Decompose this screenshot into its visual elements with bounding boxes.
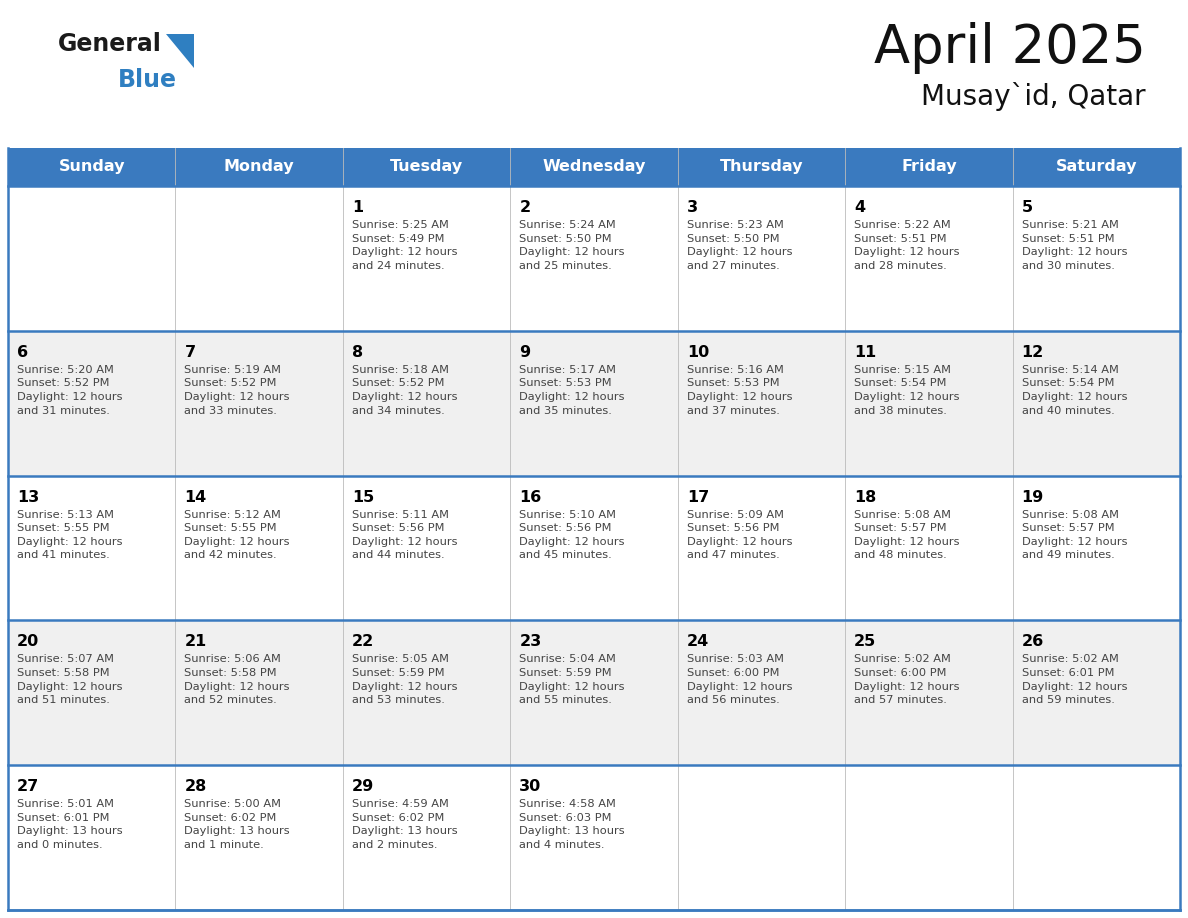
Text: General: General — [58, 32, 162, 56]
Bar — [8, 766, 1180, 910]
Text: Sunrise: 5:00 AM
Sunset: 6:02 PM
Daylight: 13 hours
and 1 minute.: Sunrise: 5:00 AM Sunset: 6:02 PM Dayligh… — [184, 800, 290, 850]
Text: Sunrise: 5:02 AM
Sunset: 6:01 PM
Daylight: 12 hours
and 59 minutes.: Sunrise: 5:02 AM Sunset: 6:01 PM Dayligh… — [1022, 655, 1127, 705]
Text: 2: 2 — [519, 200, 530, 215]
Text: 29: 29 — [352, 779, 374, 794]
Text: 22: 22 — [352, 634, 374, 649]
Text: Sunrise: 5:14 AM
Sunset: 5:54 PM
Daylight: 12 hours
and 40 minutes.: Sunrise: 5:14 AM Sunset: 5:54 PM Dayligh… — [1022, 364, 1127, 416]
Text: 12: 12 — [1022, 345, 1044, 360]
Text: Musay`id, Qatar: Musay`id, Qatar — [922, 82, 1146, 111]
Text: 1: 1 — [352, 200, 364, 215]
Text: Sunrise: 5:08 AM
Sunset: 5:57 PM
Daylight: 12 hours
and 48 minutes.: Sunrise: 5:08 AM Sunset: 5:57 PM Dayligh… — [854, 509, 960, 560]
Text: Sunrise: 5:01 AM
Sunset: 6:01 PM
Daylight: 13 hours
and 0 minutes.: Sunrise: 5:01 AM Sunset: 6:01 PM Dayligh… — [17, 800, 122, 850]
Text: 10: 10 — [687, 345, 709, 360]
Text: 24: 24 — [687, 634, 709, 649]
Text: Sunrise: 5:22 AM
Sunset: 5:51 PM
Daylight: 12 hours
and 28 minutes.: Sunrise: 5:22 AM Sunset: 5:51 PM Dayligh… — [854, 220, 960, 271]
Bar — [8, 621, 1180, 766]
Text: 23: 23 — [519, 634, 542, 649]
Text: Sunrise: 5:24 AM
Sunset: 5:50 PM
Daylight: 12 hours
and 25 minutes.: Sunrise: 5:24 AM Sunset: 5:50 PM Dayligh… — [519, 220, 625, 271]
Text: 7: 7 — [184, 345, 196, 360]
Text: Sunrise: 5:06 AM
Sunset: 5:58 PM
Daylight: 12 hours
and 52 minutes.: Sunrise: 5:06 AM Sunset: 5:58 PM Dayligh… — [184, 655, 290, 705]
Bar — [8, 330, 1180, 476]
Text: 21: 21 — [184, 634, 207, 649]
Text: 4: 4 — [854, 200, 865, 215]
Text: 11: 11 — [854, 345, 877, 360]
Bar — [8, 186, 1180, 330]
Polygon shape — [166, 34, 194, 68]
Text: Sunrise: 5:03 AM
Sunset: 6:00 PM
Daylight: 12 hours
and 56 minutes.: Sunrise: 5:03 AM Sunset: 6:00 PM Dayligh… — [687, 655, 792, 705]
Text: 6: 6 — [17, 345, 29, 360]
Text: Sunrise: 5:21 AM
Sunset: 5:51 PM
Daylight: 12 hours
and 30 minutes.: Sunrise: 5:21 AM Sunset: 5:51 PM Dayligh… — [1022, 220, 1127, 271]
Text: 16: 16 — [519, 489, 542, 505]
Text: 15: 15 — [352, 489, 374, 505]
Text: Sunrise: 5:07 AM
Sunset: 5:58 PM
Daylight: 12 hours
and 51 minutes.: Sunrise: 5:07 AM Sunset: 5:58 PM Dayligh… — [17, 655, 122, 705]
Text: 14: 14 — [184, 489, 207, 505]
Text: Sunrise: 5:10 AM
Sunset: 5:56 PM
Daylight: 12 hours
and 45 minutes.: Sunrise: 5:10 AM Sunset: 5:56 PM Dayligh… — [519, 509, 625, 560]
Text: Saturday: Saturday — [1055, 160, 1137, 174]
Text: 3: 3 — [687, 200, 697, 215]
Bar — [8, 148, 1180, 186]
Text: Sunrise: 5:13 AM
Sunset: 5:55 PM
Daylight: 12 hours
and 41 minutes.: Sunrise: 5:13 AM Sunset: 5:55 PM Dayligh… — [17, 509, 122, 560]
Text: 20: 20 — [17, 634, 39, 649]
Text: 27: 27 — [17, 779, 39, 794]
Text: 28: 28 — [184, 779, 207, 794]
Text: 9: 9 — [519, 345, 530, 360]
Text: Sunrise: 5:25 AM
Sunset: 5:49 PM
Daylight: 12 hours
and 24 minutes.: Sunrise: 5:25 AM Sunset: 5:49 PM Dayligh… — [352, 220, 457, 271]
Text: Sunrise: 5:08 AM
Sunset: 5:57 PM
Daylight: 12 hours
and 49 minutes.: Sunrise: 5:08 AM Sunset: 5:57 PM Dayligh… — [1022, 509, 1127, 560]
Text: Tuesday: Tuesday — [390, 160, 463, 174]
Text: 5: 5 — [1022, 200, 1032, 215]
Text: Sunrise: 4:59 AM
Sunset: 6:02 PM
Daylight: 13 hours
and 2 minutes.: Sunrise: 4:59 AM Sunset: 6:02 PM Dayligh… — [352, 800, 457, 850]
Text: 8: 8 — [352, 345, 364, 360]
Text: Sunrise: 5:18 AM
Sunset: 5:52 PM
Daylight: 12 hours
and 34 minutes.: Sunrise: 5:18 AM Sunset: 5:52 PM Dayligh… — [352, 364, 457, 416]
Text: Wednesday: Wednesday — [542, 160, 646, 174]
Text: Sunrise: 5:04 AM
Sunset: 5:59 PM
Daylight: 12 hours
and 55 minutes.: Sunrise: 5:04 AM Sunset: 5:59 PM Dayligh… — [519, 655, 625, 705]
Text: 30: 30 — [519, 779, 542, 794]
Text: 26: 26 — [1022, 634, 1044, 649]
Text: Sunday: Sunday — [58, 160, 125, 174]
Text: April 2025: April 2025 — [874, 22, 1146, 74]
Text: Sunrise: 5:11 AM
Sunset: 5:56 PM
Daylight: 12 hours
and 44 minutes.: Sunrise: 5:11 AM Sunset: 5:56 PM Dayligh… — [352, 509, 457, 560]
Text: Sunrise: 5:17 AM
Sunset: 5:53 PM
Daylight: 12 hours
and 35 minutes.: Sunrise: 5:17 AM Sunset: 5:53 PM Dayligh… — [519, 364, 625, 416]
Text: Sunrise: 5:16 AM
Sunset: 5:53 PM
Daylight: 12 hours
and 37 minutes.: Sunrise: 5:16 AM Sunset: 5:53 PM Dayligh… — [687, 364, 792, 416]
Text: Sunrise: 5:02 AM
Sunset: 6:00 PM
Daylight: 12 hours
and 57 minutes.: Sunrise: 5:02 AM Sunset: 6:00 PM Dayligh… — [854, 655, 960, 705]
Text: Sunrise: 5:20 AM
Sunset: 5:52 PM
Daylight: 12 hours
and 31 minutes.: Sunrise: 5:20 AM Sunset: 5:52 PM Dayligh… — [17, 364, 122, 416]
Text: Sunrise: 5:23 AM
Sunset: 5:50 PM
Daylight: 12 hours
and 27 minutes.: Sunrise: 5:23 AM Sunset: 5:50 PM Dayligh… — [687, 220, 792, 271]
Text: 19: 19 — [1022, 489, 1044, 505]
Text: Sunrise: 5:19 AM
Sunset: 5:52 PM
Daylight: 12 hours
and 33 minutes.: Sunrise: 5:19 AM Sunset: 5:52 PM Dayligh… — [184, 364, 290, 416]
Text: Blue: Blue — [118, 68, 177, 92]
Text: 17: 17 — [687, 489, 709, 505]
Text: 13: 13 — [17, 489, 39, 505]
Text: 25: 25 — [854, 634, 877, 649]
Text: Monday: Monday — [223, 160, 295, 174]
Text: Sunrise: 4:58 AM
Sunset: 6:03 PM
Daylight: 13 hours
and 4 minutes.: Sunrise: 4:58 AM Sunset: 6:03 PM Dayligh… — [519, 800, 625, 850]
Text: Thursday: Thursday — [720, 160, 803, 174]
Text: Sunrise: 5:15 AM
Sunset: 5:54 PM
Daylight: 12 hours
and 38 minutes.: Sunrise: 5:15 AM Sunset: 5:54 PM Dayligh… — [854, 364, 960, 416]
Text: Sunrise: 5:09 AM
Sunset: 5:56 PM
Daylight: 12 hours
and 47 minutes.: Sunrise: 5:09 AM Sunset: 5:56 PM Dayligh… — [687, 509, 792, 560]
Text: Sunrise: 5:12 AM
Sunset: 5:55 PM
Daylight: 12 hours
and 42 minutes.: Sunrise: 5:12 AM Sunset: 5:55 PM Dayligh… — [184, 509, 290, 560]
Text: Sunrise: 5:05 AM
Sunset: 5:59 PM
Daylight: 12 hours
and 53 minutes.: Sunrise: 5:05 AM Sunset: 5:59 PM Dayligh… — [352, 655, 457, 705]
Text: 18: 18 — [854, 489, 877, 505]
Bar — [8, 476, 1180, 621]
Text: Friday: Friday — [901, 160, 956, 174]
